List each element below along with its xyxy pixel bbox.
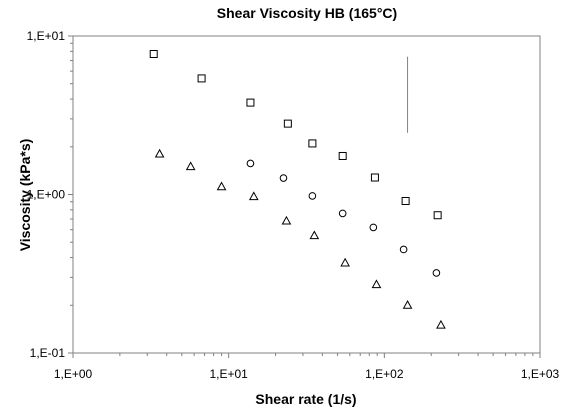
data-point-square — [370, 173, 379, 182]
axis-ticks — [68, 35, 541, 358]
data-point-triangle — [340, 257, 350, 267]
data-point-triangle — [216, 181, 227, 191]
data-point-circle — [369, 223, 378, 232]
data-point-square — [246, 98, 255, 107]
data-point-square — [197, 74, 206, 83]
y-tick-label: 1,E-01 — [30, 346, 66, 360]
x-tick-label: 1,E+01 — [209, 367, 248, 381]
plot-area-border — [72, 35, 541, 354]
data-point-triangle — [309, 230, 320, 240]
data-point-triangle — [436, 319, 446, 329]
data-point-triangle — [154, 148, 165, 158]
data-point-square — [338, 151, 347, 160]
y-axis-label: Viscosity (kPa*s) — [17, 139, 33, 252]
data-point-triangle — [185, 161, 196, 171]
x-tick-label: 1,E+03 — [521, 367, 560, 381]
data-point-square — [283, 119, 292, 128]
data-point-triangle — [248, 191, 259, 201]
data-point-triangle — [371, 279, 382, 289]
chart-title: Shear Viscosity HB (165°C) — [217, 5, 397, 21]
x-tick-label: 1,E+00 — [54, 367, 93, 381]
x-axis-label: Shear rate (1/s) — [255, 391, 356, 407]
data-point-square — [308, 139, 317, 148]
data-point-circle — [399, 245, 408, 254]
data-point-circle — [338, 209, 347, 218]
y-tick-label: 1,E+00 — [27, 188, 66, 202]
data-point-circle — [279, 174, 288, 182]
data-point-triangle — [402, 300, 413, 309]
data-point-square — [433, 211, 442, 220]
axis-tick-labels: 1,E+00 1,E+01 1,E+02 1,E+03 1,E-01 1,E+00 1,E+… — [27, 29, 560, 381]
data-point-circle — [308, 192, 317, 200]
x-tick-label: 1,E+02 — [365, 367, 404, 381]
data-point-circle — [246, 159, 255, 168]
data-point-square — [401, 196, 410, 205]
data-points — [149, 49, 446, 329]
y-tick-label: 1,E+01 — [27, 29, 66, 43]
data-point-square — [149, 49, 158, 58]
data-point-triangle — [281, 215, 292, 225]
data-point-circle — [432, 269, 441, 277]
